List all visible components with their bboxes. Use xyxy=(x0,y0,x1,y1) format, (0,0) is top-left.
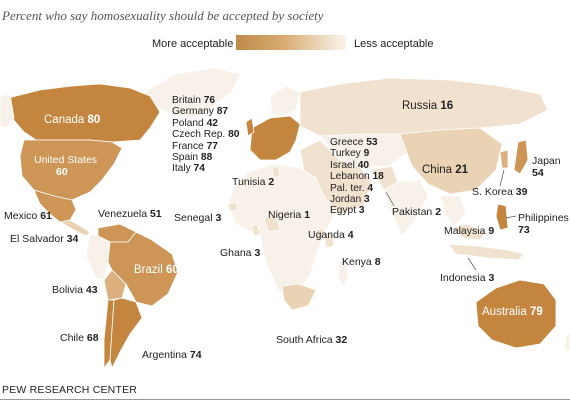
scandinavia-shape xyxy=(269,85,301,117)
label-kenya: Kenya 8 xyxy=(342,256,381,268)
mideast-label-list: Greece 53 Turkey 9 Israel 40 Lebanon 18 … xyxy=(330,137,384,217)
korea-shape xyxy=(499,149,509,169)
china-shape xyxy=(399,127,503,195)
japan-shape xyxy=(513,139,529,175)
legend-gradient-bar xyxy=(236,35,346,50)
new-zealand-shape xyxy=(563,331,570,353)
europe-list-item: Poland 42 xyxy=(172,117,218,129)
europe-list-item: France 77 xyxy=(172,140,218,152)
usa-shape xyxy=(19,139,123,201)
label-mexico: Mexico 61 xyxy=(4,210,52,222)
label-philippines-value: 73 xyxy=(518,224,530,236)
label-el-salvador: El Salvador 34 xyxy=(10,233,79,245)
india-shape xyxy=(383,179,429,237)
label-nigeria: Nigeria 1 xyxy=(268,209,311,221)
label-south-africa: South Africa 32 xyxy=(276,334,348,346)
mideast-list-item: Egypt 3 xyxy=(330,205,365,217)
label-malaysia: Malaysia 9 xyxy=(444,225,495,237)
label-venezuela: Venezuela 51 xyxy=(98,208,162,220)
argentina-shape xyxy=(109,297,143,369)
europe-list-item: Germany 87 xyxy=(172,106,229,118)
europe-list-item: Britain 76 xyxy=(172,95,216,106)
map-title: Percent who say homosexuality should be … xyxy=(2,8,324,23)
label-chile: Chile 68 xyxy=(60,332,99,344)
tunisia-shape xyxy=(271,165,281,179)
philippines-shape xyxy=(495,203,509,231)
label-canada: Canada 80 xyxy=(44,114,101,126)
europe-list-item: Spain 88 xyxy=(172,151,213,163)
south-africa-shape xyxy=(281,283,317,311)
mideast-list-item: Turkey 9 xyxy=(330,148,370,160)
mideast-list-item: Jordan 3 xyxy=(330,193,370,205)
europe-label-list: Britain 76 Germany 87 Poland 42 Czech Re… xyxy=(172,95,239,175)
europe-list-item: Czech Rep. 80 xyxy=(172,129,240,141)
mideast-list-item: Greece 53 xyxy=(330,137,378,148)
label-senegal: Senegal 3 xyxy=(174,212,222,224)
europe-list-item: Italy 74 xyxy=(172,163,205,175)
mideast-list-item: Pal. ter. 4 xyxy=(330,182,374,194)
label-s-korea: S. Korea 39 xyxy=(472,186,528,198)
mideast-list-item: Israel 40 xyxy=(330,159,370,171)
canada-shape xyxy=(7,83,161,143)
greenland-shape xyxy=(144,67,241,119)
legend-less-label: Less acceptable xyxy=(354,38,434,50)
britain-shape xyxy=(245,117,255,137)
label-japan-value: 54 xyxy=(532,167,544,179)
indonesia-leader xyxy=(467,257,477,271)
philippines-leader xyxy=(505,215,517,219)
mideast-list-item: Lebanon 18 xyxy=(330,171,384,183)
label-tunisia: Tunisia 2 xyxy=(232,176,275,188)
southeast-asia-shape xyxy=(439,195,467,227)
africa-shape xyxy=(227,163,337,293)
label-philippines-name: Philippines xyxy=(518,212,569,224)
label-indonesia: Indonesia 3 xyxy=(440,272,495,284)
kenya-shape xyxy=(323,231,335,249)
label-us-value: 60 xyxy=(56,166,68,178)
world-map xyxy=(0,67,570,369)
pakistan-leader xyxy=(385,191,395,207)
label-japan-name: Japan xyxy=(532,155,561,167)
nw-south-america-shape xyxy=(85,233,111,281)
australia-shape xyxy=(475,279,557,349)
label-brazil: Brazil 60 xyxy=(134,264,179,276)
malaysia-shape xyxy=(453,223,487,241)
label-us-name: United States xyxy=(34,154,98,166)
europe-shape xyxy=(249,115,301,161)
label-argentina: Argentina 74 xyxy=(142,349,202,361)
nigeria-shape xyxy=(263,215,281,233)
ghana-shape xyxy=(251,223,261,237)
madagascar-shape xyxy=(337,257,349,287)
senegal-shape xyxy=(227,201,239,213)
bottom-rule xyxy=(0,399,570,400)
label-ghana: Ghana 3 xyxy=(220,247,261,259)
label-china: China 21 xyxy=(422,164,469,176)
central-america-shape xyxy=(59,219,91,237)
indonesia-shape xyxy=(447,243,525,261)
uganda-shape xyxy=(315,227,325,239)
bolivia-shape xyxy=(103,269,127,301)
label-russia: Russia 16 xyxy=(402,100,454,112)
legend-more-label: More acceptable xyxy=(152,38,234,50)
alaska-shape xyxy=(0,93,15,129)
label-pakistan: Pakistan 2 xyxy=(392,206,442,218)
s-korea-leader xyxy=(499,169,505,187)
label-australia: Australia 79 xyxy=(482,306,543,318)
label-bolivia: Bolivia 43 xyxy=(52,284,98,296)
label-uganda: Uganda 4 xyxy=(308,229,354,241)
source-credit: PEW RESEARCH CENTER xyxy=(2,384,138,396)
